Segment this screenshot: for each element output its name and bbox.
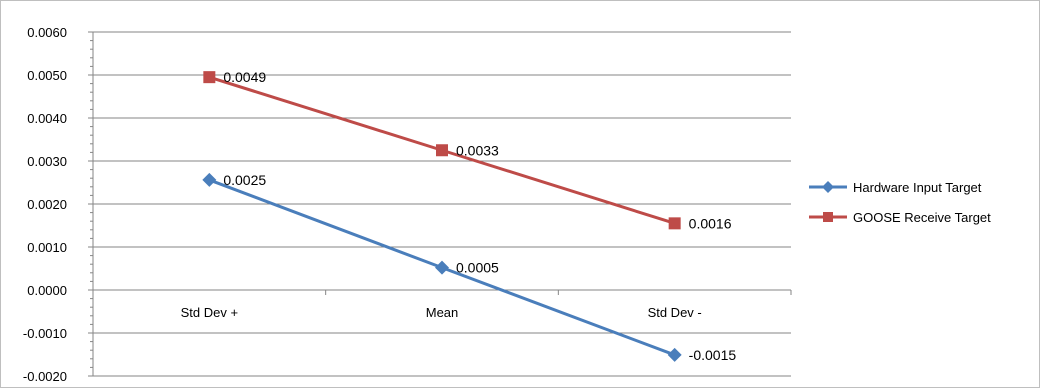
y-tick-label: 0.0040 (27, 111, 67, 126)
data-label: 0.0049 (223, 69, 266, 85)
series-1: 0.0025 0.0005 -0.0015 (202, 172, 736, 363)
legend-entry: GOOSE Receive Target (809, 210, 991, 225)
y-tick-label: 0.0020 (27, 197, 67, 212)
data-point (202, 172, 217, 187)
data-point (668, 217, 681, 230)
y-tick-label: 0.0010 (27, 240, 67, 255)
legend-label: GOOSE Receive Target (853, 210, 991, 225)
data-label: 0.0005 (456, 260, 499, 276)
legend-entry: Hardware Input Target (809, 180, 982, 195)
data-point (436, 144, 448, 157)
series-2: 0.0049 0.0033 0.0016 (203, 69, 732, 231)
data-label: -0.0015 (689, 347, 737, 363)
data-label: 0.0025 (223, 172, 266, 188)
y-tick-label: -0.0010 (23, 326, 67, 341)
y-tick-label: 0.0050 (27, 68, 67, 83)
data-label: 0.0033 (456, 142, 499, 158)
legend: Hardware Input Target GOOSE Receive Targe… (809, 180, 991, 225)
x-tick-label: Std Dev - (648, 305, 702, 320)
y-tick-label: -0.0020 (23, 369, 67, 384)
gridlines (93, 31, 791, 377)
y-tick-label: 0.0030 (27, 154, 67, 169)
y-tick-label: 0.0000 (27, 283, 67, 298)
x-tick-label: Std Dev + (181, 305, 238, 320)
data-label: 0.0016 (689, 215, 732, 231)
x-tick-labels: Std Dev + Mean Std Dev - (181, 305, 702, 320)
axes (88, 31, 792, 377)
data-point (435, 260, 449, 275)
legend-label: Hardware Input Target (853, 180, 982, 195)
series-group: 0.0025 0.0005 -0.0015 0.0049 0.0033 0.0016 (202, 69, 736, 363)
y-tick-label: 0.0060 (27, 25, 67, 40)
legend-marker (823, 212, 833, 222)
legend-marker (822, 181, 834, 193)
data-point (203, 71, 216, 84)
data-point (667, 347, 682, 362)
y-tick-labels: -0.0020 -0.0010 0.0000 0.0010 0.0020 0.0030 0.… (23, 25, 67, 384)
x-tick-label: Mean (426, 305, 459, 320)
